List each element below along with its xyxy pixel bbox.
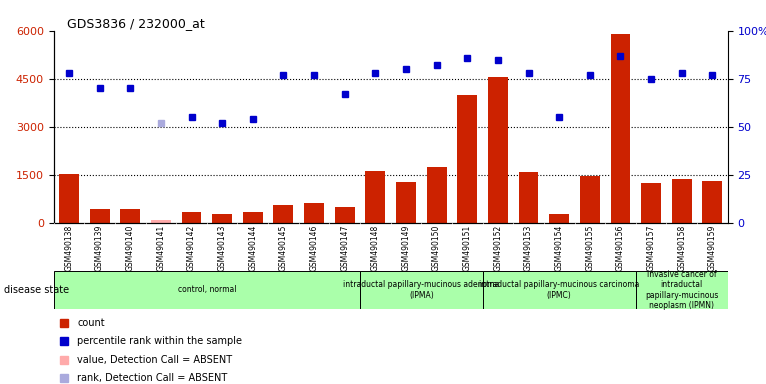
Bar [611,34,630,223]
Text: GSM490143: GSM490143 [218,225,227,271]
Text: rank, Detection Call = ABSENT: rank, Detection Call = ABSENT [77,373,228,383]
Bar [549,214,569,223]
Bar [672,179,692,223]
Bar [243,212,263,223]
Text: GSM490145: GSM490145 [279,225,288,271]
Text: invasive cancer of
intraductal
papillary-mucinous
neoplasm (IPMN): invasive cancer of intraductal papillary… [645,270,719,310]
Text: GSM490148: GSM490148 [371,225,380,271]
Bar [120,209,140,223]
Text: control, normal: control, normal [178,285,236,295]
Bar [273,205,293,223]
Bar [54,271,360,309]
Text: GSM490159: GSM490159 [708,225,717,271]
Bar [483,271,636,309]
Bar [457,95,477,223]
Text: GSM490141: GSM490141 [156,225,165,271]
Bar [335,207,355,223]
Bar [396,182,416,223]
Bar [212,214,232,223]
Text: GSM490153: GSM490153 [524,225,533,271]
Bar [182,212,201,223]
Bar [641,183,661,223]
Text: GSM490147: GSM490147 [340,225,349,271]
Text: value, Detection Call = ABSENT: value, Detection Call = ABSENT [77,355,232,365]
Text: GSM490154: GSM490154 [555,225,564,271]
Text: GSM490151: GSM490151 [463,225,472,271]
Text: count: count [77,318,105,328]
Text: disease state: disease state [4,285,69,295]
Bar [488,77,508,223]
Text: percentile rank within the sample: percentile rank within the sample [77,336,242,346]
Text: GSM490140: GSM490140 [126,225,135,271]
Text: GSM490158: GSM490158 [677,225,686,271]
Bar [365,171,385,223]
Bar [151,220,171,223]
Bar [360,271,483,309]
Text: GSM490142: GSM490142 [187,225,196,271]
Bar [90,209,110,223]
Text: GSM490155: GSM490155 [585,225,594,271]
Text: intraductal papillary-mucinous adenoma
(IPMA): intraductal papillary-mucinous adenoma (… [343,280,499,300]
Text: GSM490146: GSM490146 [309,225,319,271]
Text: GSM490157: GSM490157 [647,225,656,271]
Bar [580,176,600,223]
Text: GSM490139: GSM490139 [95,225,104,271]
Bar [304,203,324,223]
Bar [519,172,538,223]
Bar [636,271,728,309]
Text: GSM490149: GSM490149 [401,225,411,271]
Bar [59,174,79,223]
Bar [427,167,447,223]
Text: intraductal papillary-mucinous carcinoma
(IPMC): intraductal papillary-mucinous carcinoma… [479,280,640,300]
Text: GSM490152: GSM490152 [493,225,502,271]
Text: GDS3836 / 232000_at: GDS3836 / 232000_at [67,17,205,30]
Text: GSM490150: GSM490150 [432,225,441,271]
Bar [702,181,722,223]
Text: GSM490156: GSM490156 [616,225,625,271]
Text: GSM490138: GSM490138 [64,225,74,271]
Text: GSM490144: GSM490144 [248,225,257,271]
